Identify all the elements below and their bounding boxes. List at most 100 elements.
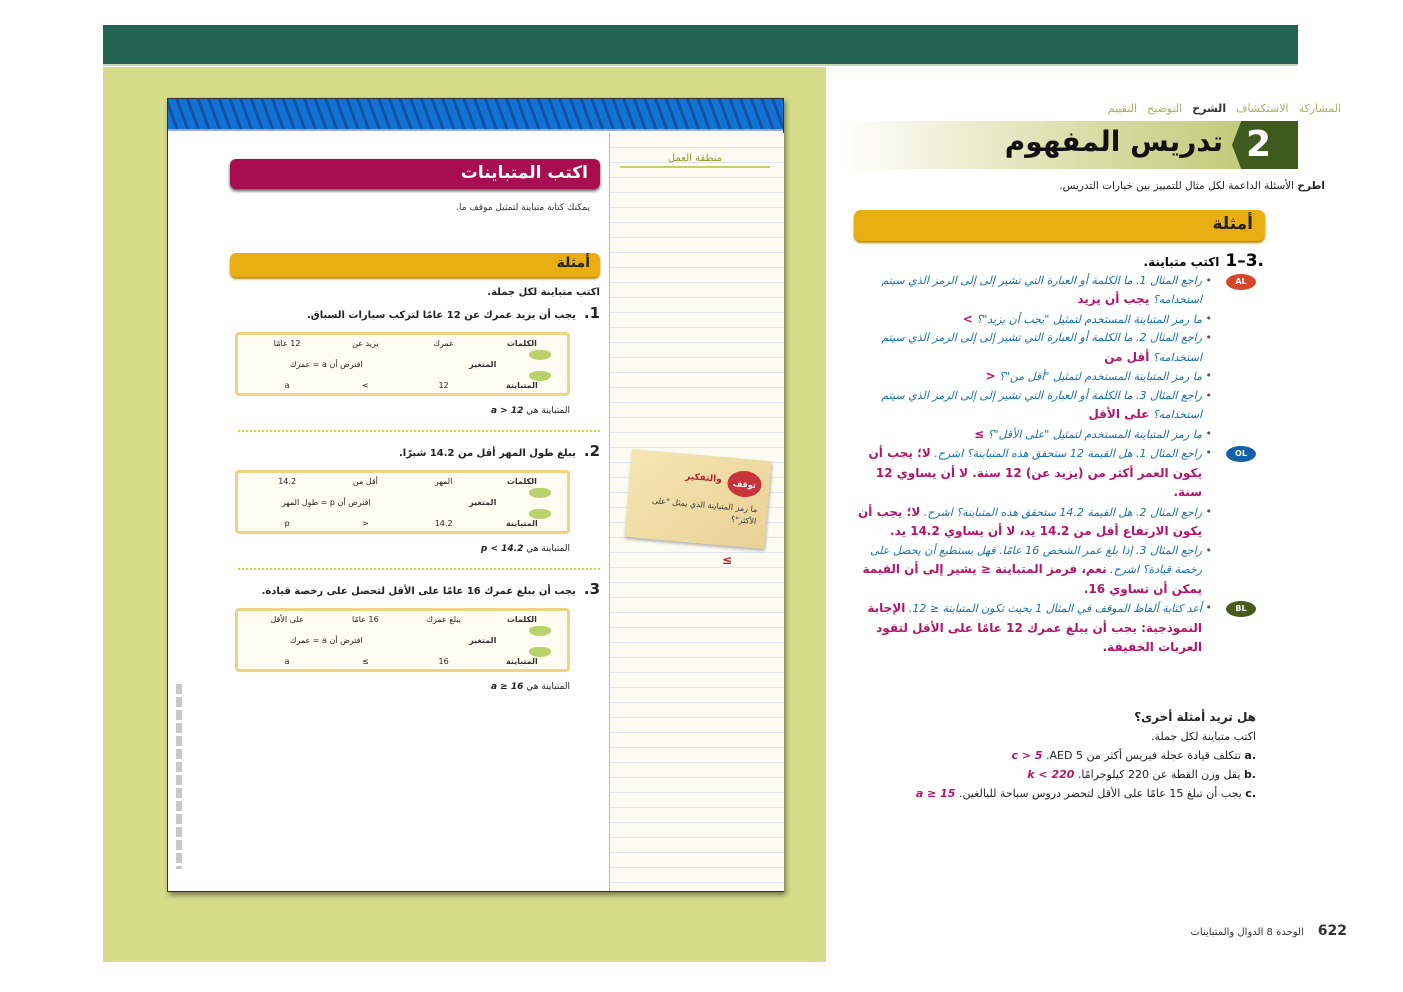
level-badge-bl: BL: [1226, 601, 1256, 617]
example-text: يبلغ طول المهر أقل من 14.2 شبرًا.: [398, 448, 576, 459]
inequality-cell: a: [284, 657, 290, 666]
example-text: يجب أن يبلغ عمرك 16 عامًا على الأقل لتحص…: [261, 586, 576, 597]
word-cell: يبلغ عمرك: [426, 615, 461, 624]
item-text: تتكلف قيادة عجلة فيريس أكثر من 5 AED.: [1046, 749, 1241, 762]
word-cell: 12 عامًا: [273, 339, 301, 348]
result-math: a > 12: [490, 406, 524, 416]
prompt-answer: الإجابة النموذجية: يجب أن يبلغ عمرك 12 ع…: [867, 601, 1202, 654]
prompt-question: ما رمز المتباينة المستخدم لتمثيل "أقل من…: [999, 370, 1202, 383]
prompt-item: راجع المثال 2. ما الكلمة أو العبارة التي…: [854, 329, 1212, 367]
variable-row: المتغير افترض أن p = طول المهر: [248, 498, 561, 507]
nav-item[interactable]: الاستكشاف: [1236, 102, 1289, 115]
lead-text: اطرح الأسئلة الداعمة لكل مثال للتمييز بي…: [1059, 180, 1325, 192]
title-band: [840, 121, 1298, 169]
lead-rest: الأسئلة الداعمة لكل مثال للتمييز بين خيا…: [1059, 180, 1295, 192]
prompt-answer: لا؛ يجب أن يكون الارتفاع أقل من 14.2 يد،…: [858, 504, 1202, 539]
page-header-stripe: [168, 99, 783, 131]
lesson-title: اكتب المتباينات: [230, 159, 600, 189]
row-label: المتغير: [469, 636, 497, 645]
prompt-question: راجع المثال 1. هل القيمة 12 ستحقق هذه ال…: [934, 447, 1202, 460]
differentiation-list: 1–3. اكتب متباينة. AL راجع المثال 1. ما ال…: [854, 252, 1264, 658]
workspace-title: منطقة العمل: [620, 153, 770, 168]
dotted-divider: [238, 568, 600, 570]
example-result: المتباينة هي a ≥ 16: [230, 682, 570, 692]
variable-cell: افترض أن a = عمرك: [289, 360, 363, 369]
row-label: المتباينة: [505, 519, 538, 528]
variable-cell: افترض أن p = طول المهر: [281, 498, 371, 507]
note-answer: ≤: [722, 553, 733, 567]
prompt-question: راجع المثال 2. هل القيمة 14.2 ستحقق هذه …: [923, 505, 1202, 519]
nav-item[interactable]: التوضيح: [1147, 102, 1183, 115]
word-cell: يزيد عن: [352, 339, 379, 348]
prompt-item: راجع المثال 1. ما الكلمة أو العبارة التي…: [854, 272, 1212, 310]
inequality-cell: 14.2: [434, 519, 453, 528]
row-label: المتباينة: [505, 381, 538, 390]
page-number: 622: [1317, 923, 1347, 939]
copyright-vertical-text: [176, 684, 182, 869]
variable-row: المتغير افترض أن a = عمرك: [248, 636, 561, 645]
example-question: 1. يجب أن يزيد عمرك عن 12 عامًا لتركب سيا…: [230, 304, 600, 322]
inequality-row: المتباينة 14.2 < p: [248, 519, 561, 528]
prompt-question: راجع المثال 3. ما الكلمة أو العبارة التي…: [881, 388, 1202, 422]
down-arrow-icon: [529, 350, 551, 360]
lesson-phase-nav: المشاركة الاستكشاف الشرح التوضيح التقييم: [1108, 102, 1341, 115]
more-example-item: a. تتكلف قيادة عجلة فيريس أكثر من 5 AED.…: [854, 746, 1256, 765]
down-arrow-icon: [529, 647, 551, 657]
page-title: تدريس المفهوم: [1004, 125, 1223, 158]
word-cell: 14.2: [278, 477, 297, 486]
result-math: p < 14.2: [480, 544, 524, 554]
prompt-question: ما رمز المتباينة المستخدم لتمثيل "على ال…: [987, 427, 1202, 441]
lead-bold: اطرح: [1297, 180, 1325, 192]
level-badge-al: AL: [1226, 273, 1256, 290]
down-arrow-icon: [529, 488, 551, 498]
example-table: الكلمات المهر أقل من 14.2 المتغير افترض أن p …: [235, 470, 570, 534]
words-row: الكلمات يبلغ عمرك 16 عامًا على الأقل: [248, 615, 561, 624]
down-arrow-icon: [529, 626, 551, 636]
row-label: المتباينة: [505, 657, 538, 666]
nav-item[interactable]: الشرح: [1192, 102, 1227, 115]
variable-cell: افترض أن a = عمرك: [289, 636, 363, 645]
prompt-question: راجع المثال 2. ما الكلمة أو العبارة التي…: [881, 331, 1202, 364]
group-bl: BL أعد كتابة ألفاظ الموقف في المثال 1 بحي…: [854, 599, 1264, 658]
more-examples: هل تريد أمثلة أخرى؟ اكتب متباينة لكل جمل…: [854, 708, 1256, 803]
nav-item[interactable]: التقييم: [1107, 102, 1138, 115]
prompt-item: راجع المثال 3. إذا بلغ عمر الشخص 16 عامً…: [854, 542, 1212, 600]
workspace-sidebar: منطقة العمل توقف والتفكير ما رمز المتباي…: [609, 133, 784, 891]
example-question: 2. يبلغ طول المهر أقل من 14.2 شبرًا.: [230, 442, 600, 460]
prompt-answer: ≥: [974, 426, 985, 441]
prompt-answer: <: [985, 369, 996, 383]
example-number: 1.: [583, 304, 600, 322]
example-table: الكلمات يبلغ عمرك 16 عامًا على الأقل المتغير…: [235, 608, 570, 672]
example-text: يجب أن يزيد عمرك عن 12 عامًا لتركب سيارا…: [306, 310, 576, 321]
examples-heading-teacher: أمثلة: [854, 210, 1265, 241]
note-question: ما رمز المتباينة الذي يمثل "على الأكثر"؟: [651, 496, 758, 527]
down-arrow-icon: [529, 509, 551, 519]
item-answer: a ≥ 15: [915, 787, 956, 800]
item-text: يجب أن تبلغ 15 عامًا على الأقل لتحضر درو…: [958, 787, 1242, 800]
more-example-item: b. يقل وزن القطة عن 220 كيلوجرامًا. k < …: [854, 765, 1256, 784]
nav-item[interactable]: المشاركة: [1298, 102, 1341, 115]
result-prefix: المتباينة هي: [526, 406, 570, 416]
down-arrow-icon: [529, 371, 551, 381]
examples-heading: أمثلة: [230, 253, 600, 277]
result-prefix: المتباينة هي: [526, 544, 570, 554]
word-cell: عمرك: [433, 339, 454, 348]
item-text: يقل وزن القطة عن 220 كيلوجرامًا.: [1077, 768, 1241, 781]
variable-row: المتغير افترض أن a = عمرك: [248, 360, 561, 369]
row-label: الكلمات: [506, 339, 537, 348]
inequality-row: المتباينة 12 > a: [248, 381, 561, 390]
prompt-item: راجع المثال 1. هل القيمة 12 ستحقق هذه ال…: [854, 444, 1212, 503]
example-result: المتباينة هي p < 14.2: [230, 544, 570, 554]
prompt-question: ما رمز المتباينة المستخدم لتمثيل "يجب أن…: [976, 312, 1202, 326]
item-label: c.: [1245, 787, 1256, 800]
result-math: a ≥ 16: [490, 682, 524, 692]
range-text: اكتب متباينة.: [1143, 255, 1220, 269]
example-table: الكلمات عمرك يزيد عن 12 عامًا المتغير افترض أ…: [235, 332, 570, 396]
prompt-answer: >: [962, 311, 973, 326]
inequality-cell: 16: [438, 657, 449, 666]
range-number: 1–3.: [1225, 251, 1264, 271]
stop-stamp-icon: توقف: [726, 469, 763, 499]
inequality-cell: 12: [438, 381, 449, 390]
prompt-item: راجع المثال 3. ما الكلمة أو العبارة التي…: [854, 387, 1212, 425]
examples-list: اكتب متباينة لكل جملة. 1. يجب أن يزيد عمر…: [230, 287, 600, 692]
